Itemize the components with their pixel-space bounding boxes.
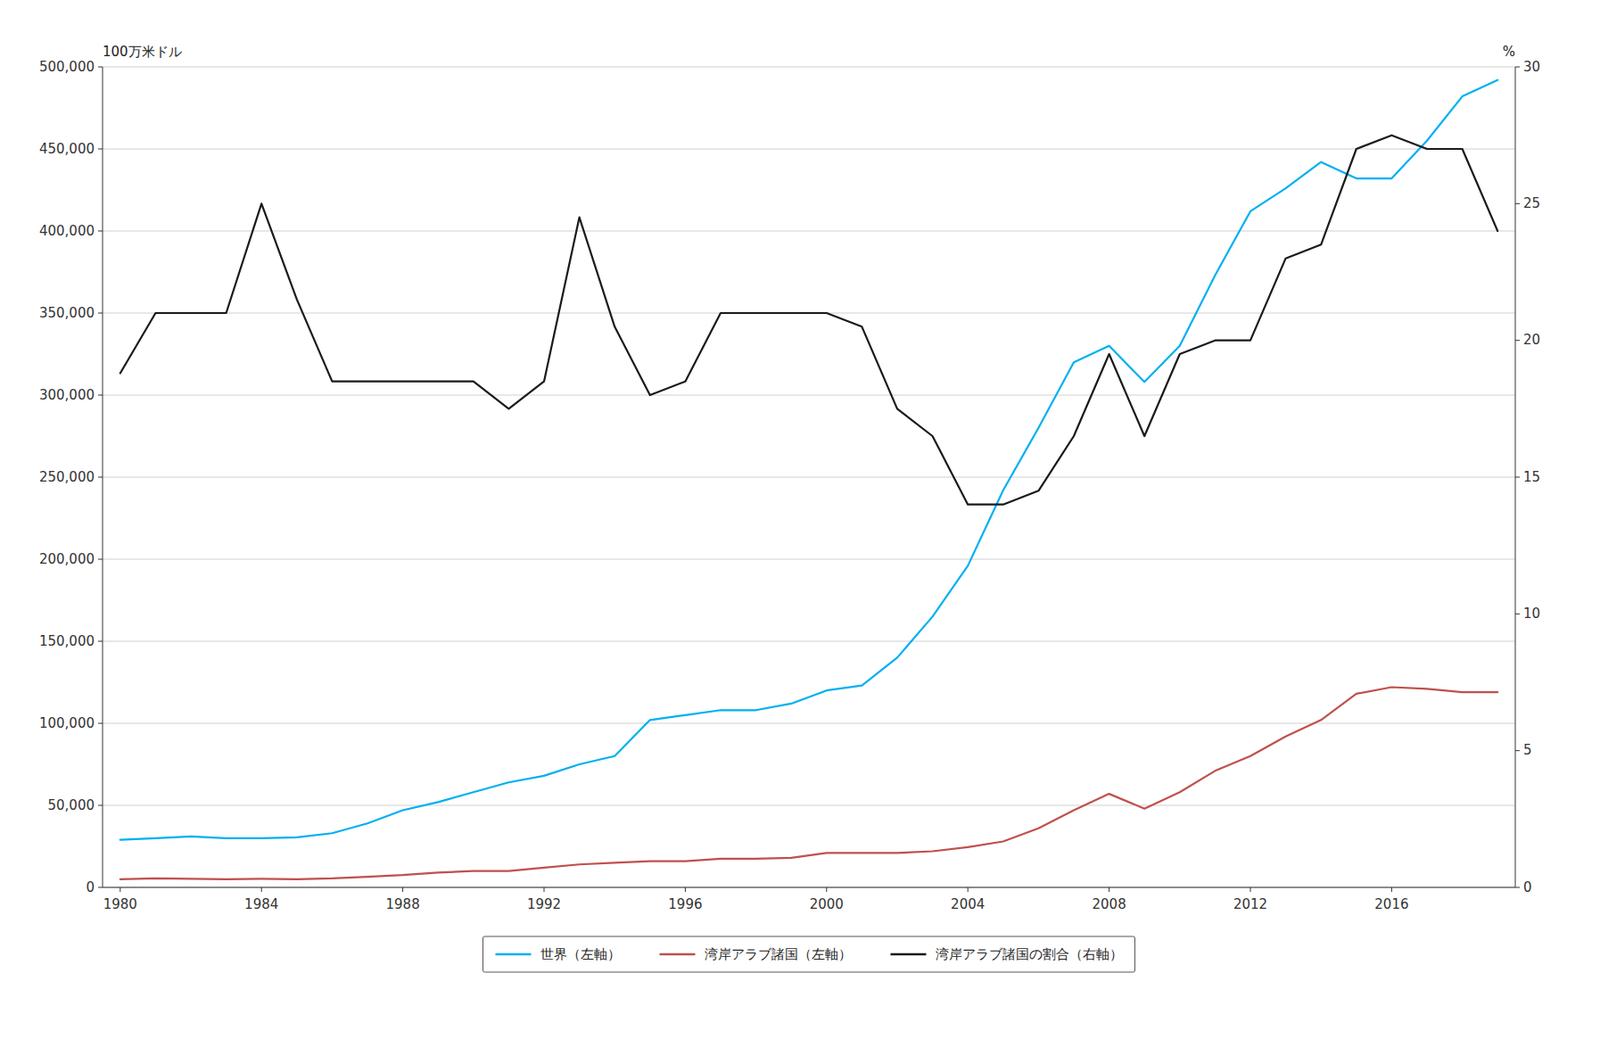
y-tick-label: 0: [85, 879, 95, 896]
y-axis-label: 100万米ドル: [102, 43, 182, 60]
y-tick: [98, 805, 103, 807]
y-tick-label: 500,000: [39, 58, 95, 75]
y-tick: [98, 641, 103, 643]
legend: 世界（左軸） 湾岸アラブ諸国（左軸） 湾岸アラブ諸国の割合（右軸）: [483, 936, 1136, 973]
x-tick: [825, 887, 827, 892]
y2-tick-label: 15: [1523, 469, 1541, 486]
y2-tick: [1515, 477, 1520, 479]
y-tick-label: 350,000: [39, 305, 95, 322]
series-line: [120, 80, 1498, 841]
y2-tick-label: 10: [1523, 605, 1541, 622]
axes: 0 50,000 100,000 150,000 200,000 250,000 300,0…: [39, 58, 1541, 914]
y-tick: [98, 395, 103, 396]
grid-line: [102, 395, 1516, 396]
legend-item: 世界（左軸）: [495, 946, 621, 963]
legend-box: [483, 936, 1136, 973]
y2-axis-label: %: [1502, 43, 1516, 60]
series-line: [120, 135, 1498, 505]
y2-tick: [1515, 339, 1520, 341]
legend-label: 湾岸アラブ諸国の割合（右軸）: [935, 946, 1123, 963]
x-tick: [119, 887, 121, 892]
y2-tick: [1515, 203, 1520, 205]
x-tick-label: 2012: [1233, 896, 1268, 913]
x-tick-label: 2016: [1374, 896, 1409, 913]
x-tick-label: 1996: [668, 896, 702, 913]
y-tick: [98, 230, 103, 232]
y-tick: [98, 723, 103, 725]
grid-line: [102, 641, 1516, 643]
y2-tick: [1515, 66, 1520, 68]
x-tick-label: 1984: [244, 896, 279, 913]
y-tick-label: 100,000: [39, 715, 95, 732]
x-tick: [684, 887, 686, 892]
y2-tick-label: 5: [1523, 742, 1533, 759]
x-tick-label: 1980: [103, 896, 138, 913]
legend-label: 世界（左軸）: [540, 946, 621, 963]
y2-tick-label: 30: [1523, 58, 1541, 75]
legend-swatch: [890, 953, 927, 957]
y-tick-label: 150,000: [39, 633, 95, 650]
y-tick: [98, 559, 103, 561]
legend-item: 湾岸アラブ諸国の割合（右軸）: [890, 946, 1123, 963]
y2-tick-label: 25: [1523, 195, 1541, 212]
x-tick: [261, 887, 263, 892]
grid-line: [102, 66, 1516, 68]
grid-line: [102, 477, 1516, 479]
y-tick-label: 250,000: [39, 469, 95, 486]
x-tick-label: 1992: [527, 896, 561, 913]
series-line: [120, 687, 1498, 880]
legend-label: 湾岸アラブ諸国（左軸）: [704, 946, 852, 963]
background: [0, 0, 1600, 1039]
legend-swatch: [659, 953, 696, 957]
grid-line: [102, 148, 1516, 150]
x-tick-label: 2004: [950, 896, 985, 913]
x-tick-label: 2000: [809, 896, 844, 913]
x-tick: [402, 887, 404, 892]
y-tick-label: 50,000: [48, 797, 96, 814]
grid-line: [102, 723, 1516, 725]
y-tick-label: 200,000: [39, 551, 95, 568]
y2-tick: [1515, 887, 1520, 889]
x-tick: [544, 887, 545, 892]
series-group: [120, 80, 1498, 880]
grid-line: [102, 887, 1516, 889]
chart: 0 50,000 100,000 150,000 200,000 250,000 300,0…: [0, 0, 1600, 1039]
y-tick: [98, 477, 103, 479]
x-tick: [1391, 887, 1393, 892]
y-tick-label: 300,000: [39, 387, 95, 404]
grid-line: [102, 230, 1516, 232]
y-tick: [98, 66, 103, 68]
y2-tick-label: 0: [1523, 879, 1533, 896]
y-tick-label: 400,000: [39, 222, 95, 240]
y2-tick: [1515, 613, 1520, 615]
grid-line: [102, 805, 1516, 807]
y2-tick-label: 20: [1523, 331, 1541, 348]
y-tick: [98, 313, 103, 314]
x-tick-label: 1988: [386, 896, 421, 913]
y2-tick: [1515, 750, 1520, 751]
legend-item: 湾岸アラブ諸国（左軸）: [659, 946, 852, 963]
x-tick: [1250, 887, 1252, 892]
x-tick: [1108, 887, 1110, 892]
y-tick: [98, 887, 103, 889]
y-tick-label: 450,000: [39, 140, 95, 157]
grid: [102, 66, 1516, 888]
x-tick: [967, 887, 969, 892]
x-axis-line: [102, 887, 1516, 889]
legend-swatch: [495, 953, 532, 957]
x-tick-label: 2008: [1092, 896, 1127, 913]
y-tick: [98, 148, 103, 150]
grid-line: [102, 559, 1516, 561]
